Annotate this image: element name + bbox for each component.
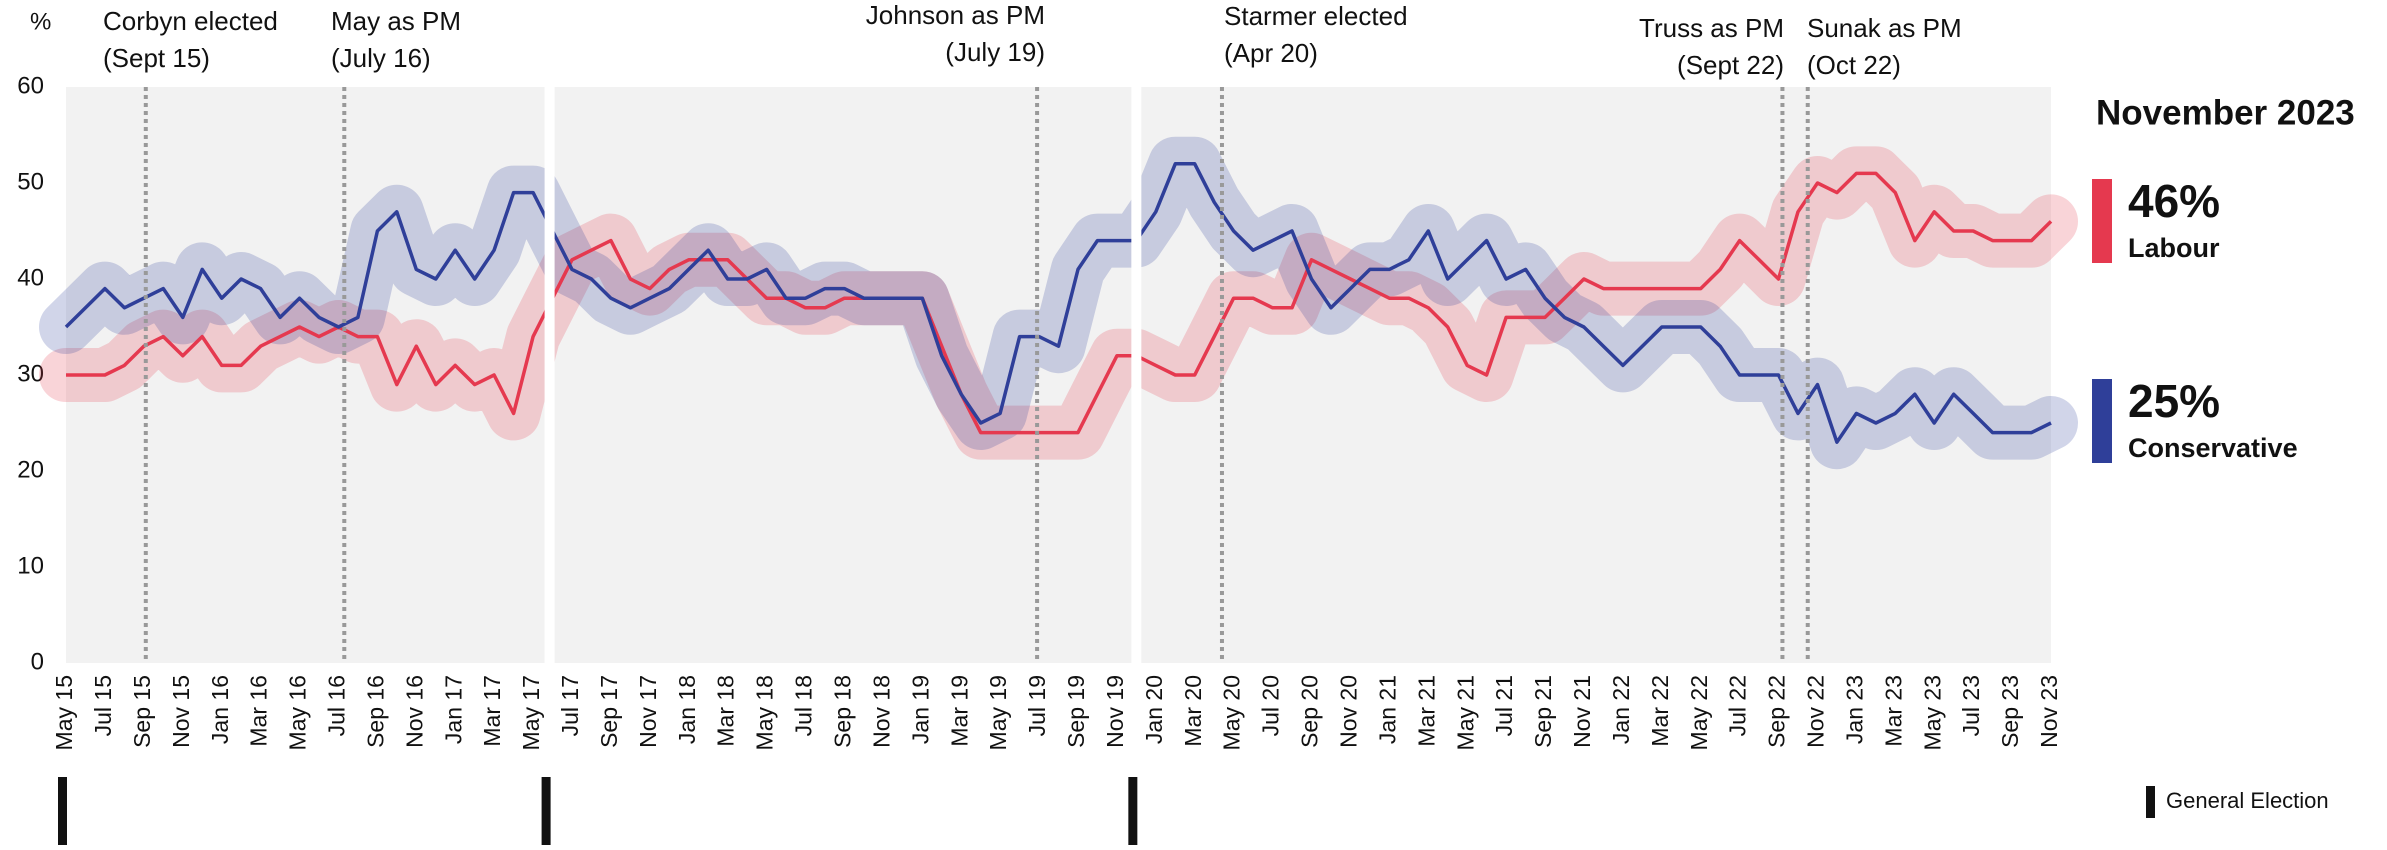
x-tick-label: May 16 — [285, 675, 311, 750]
y-unit-label: % — [30, 8, 51, 35]
x-tick-label: Mar 17 — [479, 675, 505, 747]
x-tick-label: May 17 — [518, 675, 544, 750]
x-tick-label: May 23 — [1919, 675, 1945, 750]
x-tick-label: Jul 21 — [1491, 675, 1517, 736]
latest-swatch — [2092, 379, 2112, 463]
x-tick-label: Jan 23 — [1841, 675, 1867, 744]
election-marker — [58, 777, 67, 845]
election-gap — [1131, 87, 1142, 663]
event-label: Truss as PM — [1639, 13, 1784, 43]
event-date: (July 19) — [945, 37, 1045, 67]
election-marker — [541, 777, 551, 845]
x-tick-label: Sep 16 — [362, 675, 388, 748]
election-legend-label: General Election — [2166, 788, 2329, 813]
event-label: Sunak as PM — [1807, 13, 1962, 43]
y-tick-label: 50 — [17, 168, 44, 195]
y-tick-label: 40 — [17, 264, 44, 291]
x-tick-label: Mar 19 — [946, 675, 972, 747]
event-label: Corbyn elected — [103, 6, 278, 36]
event-label: May as PM — [331, 6, 461, 36]
legend-label: Labour — [2128, 233, 2220, 263]
x-tick-label: Nov 23 — [2036, 675, 2062, 748]
x-tick-label: May 15 — [51, 675, 77, 750]
x-tick-label: Sep 18 — [830, 675, 856, 748]
x-tick-label: Sep 20 — [1297, 675, 1323, 748]
event-date: (Sept 15) — [103, 43, 210, 73]
x-tick-label: Jan 17 — [440, 675, 466, 744]
x-tick-label: Jul 15 — [90, 675, 116, 736]
election-marker — [1128, 777, 1138, 845]
x-tick-label: Sep 22 — [1764, 675, 1790, 748]
x-tick-label: Nov 17 — [635, 675, 661, 748]
y-tick-label: 0 — [31, 648, 44, 675]
x-tick-label: Mar 20 — [1180, 675, 1206, 747]
x-tick-label: Nov 21 — [1569, 675, 1595, 748]
x-tick-label: Jan 20 — [1141, 675, 1167, 744]
x-tick-label: Nov 22 — [1803, 675, 1829, 748]
x-tick-label: Jul 17 — [557, 675, 583, 736]
latest-value-label: 25% — [2128, 375, 2220, 427]
x-tick-label: Jul 18 — [791, 675, 817, 736]
x-tick-label: Jul 16 — [324, 675, 350, 736]
x-tick-label: May 21 — [1452, 675, 1478, 750]
y-tick-label: 10 — [17, 552, 44, 579]
event-label: Starmer elected — [1224, 1, 1408, 31]
latest-title: November 2023 — [2096, 93, 2355, 132]
x-tick-label: Jul 20 — [1258, 675, 1284, 736]
y-tick-label: 20 — [17, 456, 44, 483]
x-tick-label: Jul 22 — [1725, 675, 1751, 736]
y-tick-label: 60 — [17, 72, 44, 99]
x-tick-label: Jan 22 — [1608, 675, 1634, 744]
x-tick-label: Jan 16 — [207, 675, 233, 744]
event-date: (Apr 20) — [1224, 38, 1318, 68]
x-tick-label: May 22 — [1686, 675, 1712, 750]
series-line — [66, 171, 2053, 435]
series-line — [64, 162, 2052, 444]
x-tick-label: Mar 21 — [1413, 675, 1439, 747]
x-tick-label: May 18 — [752, 675, 778, 750]
event-date: (Sept 22) — [1677, 50, 1784, 80]
x-tick-label: Mar 16 — [246, 675, 272, 747]
y-tick-label: 30 — [17, 360, 44, 387]
x-tick-label: Nov 20 — [1335, 675, 1361, 748]
x-tick-label: May 19 — [985, 675, 1011, 750]
x-tick-label: Nov 19 — [1102, 675, 1128, 748]
x-tick-label: Nov 18 — [868, 675, 894, 748]
legend-label: Conservative — [2128, 433, 2298, 463]
x-tick-label: Mar 18 — [713, 675, 739, 747]
x-tick-label: Sep 19 — [1063, 675, 1089, 748]
election-legend-swatch — [2146, 786, 2155, 818]
x-tick-label: Nov 16 — [401, 675, 427, 748]
x-tick-label: Jan 18 — [674, 675, 700, 744]
x-tick-label: Sep 15 — [129, 675, 155, 748]
x-tick-label: Jul 19 — [1024, 675, 1050, 736]
x-tick-label: Jul 23 — [1958, 675, 1984, 736]
x-tick-label: May 20 — [1219, 675, 1245, 750]
event-date: (July 16) — [331, 43, 431, 73]
x-tick-label: Sep 21 — [1530, 675, 1556, 748]
x-tick-label: Sep 17 — [596, 675, 622, 748]
latest-swatch — [2092, 179, 2112, 263]
x-tick-label: Sep 23 — [1997, 675, 2023, 748]
plot-background — [66, 87, 2051, 663]
x-tick-label: Jan 19 — [907, 675, 933, 744]
x-tick-label: Mar 23 — [1880, 675, 1906, 747]
event-date: (Oct 22) — [1807, 50, 1901, 80]
election-gap — [544, 87, 555, 663]
event-label: Johnson as PM — [866, 0, 1045, 30]
latest-value-label: 46% — [2128, 175, 2220, 227]
x-tick-label: Jan 21 — [1374, 675, 1400, 744]
x-tick-label: Nov 15 — [168, 675, 194, 748]
x-tick-label: Mar 22 — [1647, 675, 1673, 747]
